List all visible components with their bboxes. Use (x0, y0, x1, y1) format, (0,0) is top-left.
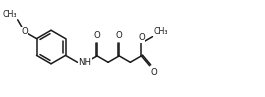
Text: O: O (138, 33, 145, 42)
Text: O: O (94, 31, 100, 40)
Text: CH₃: CH₃ (153, 27, 168, 36)
Text: CH₃: CH₃ (2, 10, 17, 19)
Text: NH: NH (78, 58, 91, 67)
Text: O: O (116, 31, 123, 40)
Text: O: O (151, 68, 157, 77)
Text: O: O (21, 27, 28, 36)
